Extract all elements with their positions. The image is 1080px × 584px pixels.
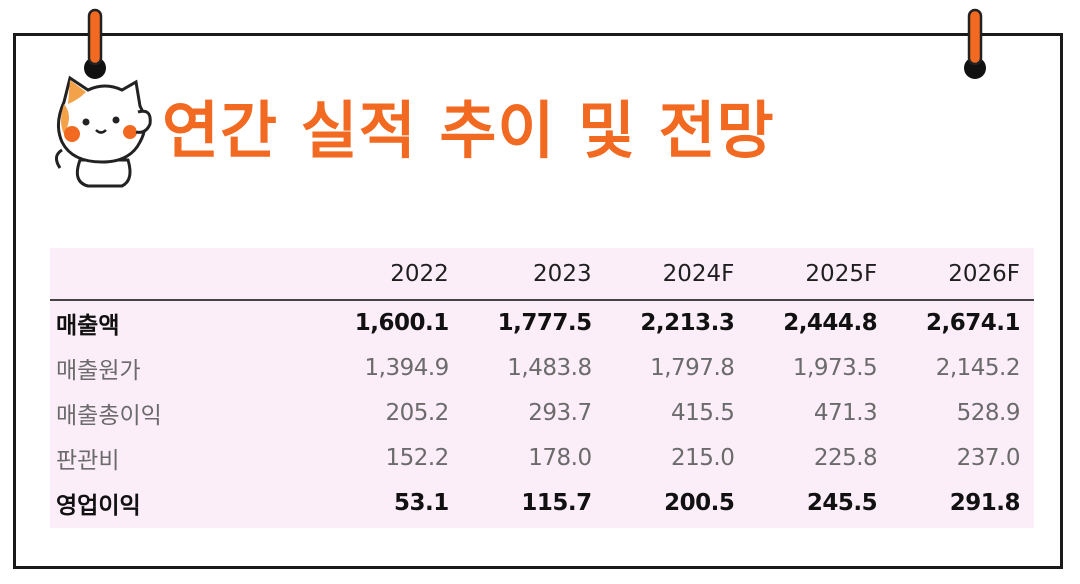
table-cell: 415.5 — [671, 399, 735, 426]
table-cell: 215.0 — [671, 444, 735, 471]
table-cell: 178.0 — [528, 444, 592, 471]
table-cell: 1,394.9 — [364, 354, 450, 381]
table-row: 매출총이익 205.2 293.7 415.5 471.3 528.9 — [50, 390, 1034, 435]
row-label: 매출총이익 — [56, 402, 162, 429]
table-cell: 2,444.8 — [783, 310, 878, 336]
cat-mascot-icon — [55, 75, 152, 188]
table-cell: 152.2 — [385, 444, 449, 471]
table-cell: 245.5 — [806, 489, 878, 516]
table-cell: 115.7 — [521, 489, 592, 516]
table-cell: 1,483.8 — [507, 354, 592, 381]
pushpin-icon — [964, 8, 986, 79]
table-row: 매출원가 1,394.9 1,483.8 1,797.8 1,973.5 2,1… — [50, 345, 1034, 390]
column-header: 2026F — [891, 248, 1034, 301]
table-cell: 1,973.5 — [792, 354, 878, 381]
table-cell: 471.3 — [813, 399, 878, 426]
table-cell: 225.8 — [813, 444, 878, 471]
row-label: 매출액 — [56, 313, 120, 339]
row-label: 판관비 — [56, 447, 120, 474]
table-cell: 2,213.3 — [640, 310, 735, 336]
table-cell: 1,777.5 — [497, 310, 592, 336]
column-header: 2022 — [320, 248, 463, 301]
table-cell: 1,600.1 — [354, 310, 449, 336]
table-row: 매출액 1,600.1 1,777.5 2,213.3 2,444.8 2,67… — [50, 300, 1034, 345]
table-row: 판관비 152.2 178.0 215.0 225.8 237.0 — [50, 435, 1034, 480]
table-cell: 200.5 — [664, 489, 735, 516]
column-header — [50, 248, 320, 301]
column-header: 2025F — [748, 248, 892, 301]
row-label: 영업이익 — [56, 492, 141, 519]
table-header-row: 2022 2023 2024F 2025F 2026F — [50, 248, 1034, 301]
page-title: 연간 실적 추이 및 전망 — [162, 94, 775, 167]
column-header: 2023 — [462, 248, 606, 301]
table-row: 영업이익 53.1 115.7 200.5 245.5 291.8 — [50, 480, 1034, 525]
column-header: 2024F — [605, 248, 749, 301]
pushpin-icon — [84, 8, 106, 79]
financial-table: 2022 2023 2024F 2025F 2026F 매출액 1,600.1 … — [50, 248, 1034, 528]
table-cell: 528.9 — [956, 399, 1021, 426]
table-cell: 237.0 — [956, 444, 1021, 471]
table-cell: 2,145.2 — [935, 354, 1021, 381]
table-cell: 2,674.1 — [926, 310, 1020, 336]
table-cell: 1,797.8 — [650, 354, 735, 381]
table-cell: 291.8 — [949, 489, 1021, 516]
table-cell: 293.7 — [528, 399, 592, 426]
row-label: 매출원가 — [56, 357, 141, 384]
table-cell: 53.1 — [394, 489, 449, 516]
table-cell: 205.2 — [385, 399, 449, 426]
